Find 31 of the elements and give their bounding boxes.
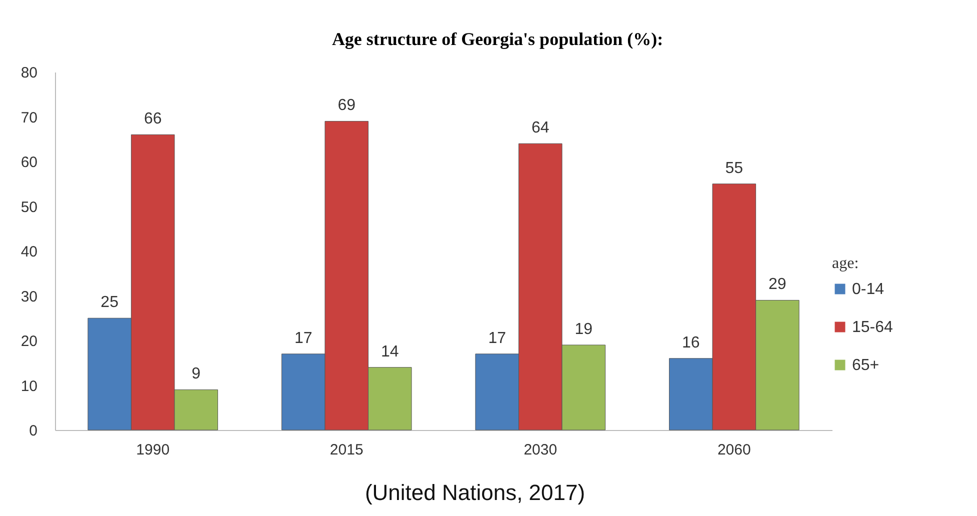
data-label: 9 <box>192 366 201 383</box>
data-label: 55 <box>725 160 744 177</box>
data-label: 25 <box>100 294 119 312</box>
data-label: 64 <box>531 120 550 137</box>
legend-title: age: <box>832 255 859 272</box>
y-tick-label: 20 <box>20 333 38 350</box>
x-tick-label: 2015 <box>330 442 364 458</box>
data-label: 14 <box>380 343 399 360</box>
x-tick-label: 1990 <box>136 442 170 458</box>
data-label: 16 <box>682 334 700 352</box>
chart-title: Age structure of Georgia's population (%): <box>332 29 664 49</box>
y-tick-label: 50 <box>20 198 38 216</box>
x-tick-label: 2030 <box>524 442 558 458</box>
legend-label: 65+ <box>852 357 880 374</box>
y-tick-label: 60 <box>20 154 38 171</box>
y-tick-label: 40 <box>20 244 38 260</box>
y-tick-label: 10 <box>20 378 38 395</box>
data-label: 66 <box>144 110 162 128</box>
y-tick-label: 30 <box>20 288 38 306</box>
y-tick-label: 70 <box>20 109 38 126</box>
y-tick-label: 80 <box>20 64 38 82</box>
x-tick-label: 2060 <box>717 442 751 458</box>
text: (United Nations, 2017) <box>364 480 586 505</box>
data-label: 17 <box>488 330 506 347</box>
y-tick-label: 0 <box>29 422 38 440</box>
data-label: 69 <box>338 97 356 114</box>
legend-label: 15-64 <box>852 319 894 336</box>
legend-label: 0-14 <box>852 281 884 298</box>
data-label: 29 <box>768 276 786 294</box>
data-label: 19 <box>574 320 593 338</box>
data-label: 17 <box>294 330 312 347</box>
